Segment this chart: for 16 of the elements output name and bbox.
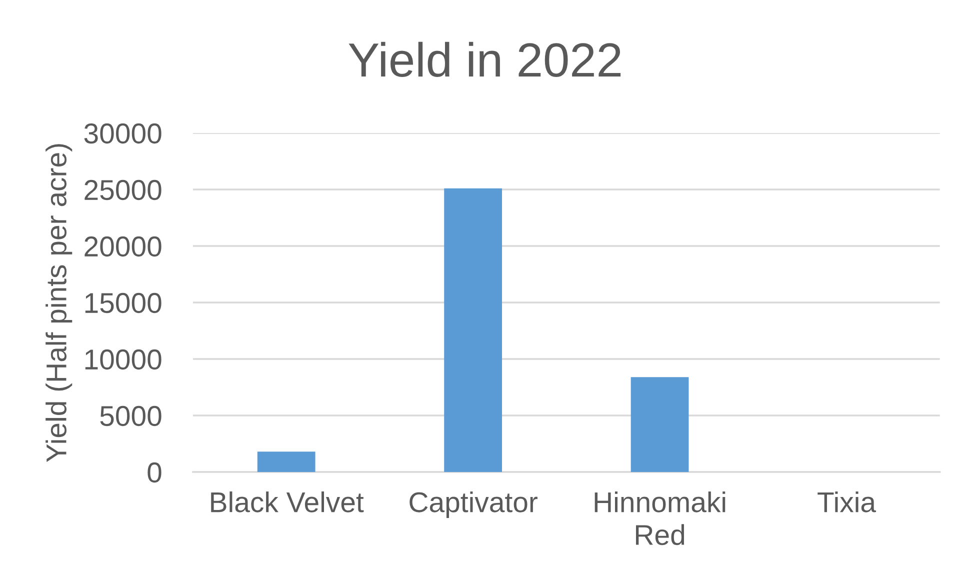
- x-tick-label: Captivator: [410, 491, 538, 518]
- bar: [257, 452, 316, 472]
- y-tick-label: 20000: [84, 236, 162, 257]
- x-tick-label: Hinnomaki Red: [594, 491, 726, 546]
- y-tick-label: 10000: [85, 349, 162, 370]
- y-tick-label: 0: [148, 462, 162, 483]
- x-tick-label: Black Velvet: [211, 491, 364, 512]
- bar: [630, 377, 689, 472]
- x-tick-label: Tixia: [818, 491, 876, 512]
- bar: [444, 188, 502, 472]
- y-tick-label: 15000: [85, 292, 162, 314]
- y-axis-title: Yield (Half pints per acre): [46, 144, 72, 462]
- chart-title: Yield in 2022: [348, 42, 621, 78]
- y-tick-label: 30000: [84, 123, 162, 144]
- y-tick-label: 25000: [84, 180, 162, 200]
- y-tick-label: 5000: [100, 406, 162, 426]
